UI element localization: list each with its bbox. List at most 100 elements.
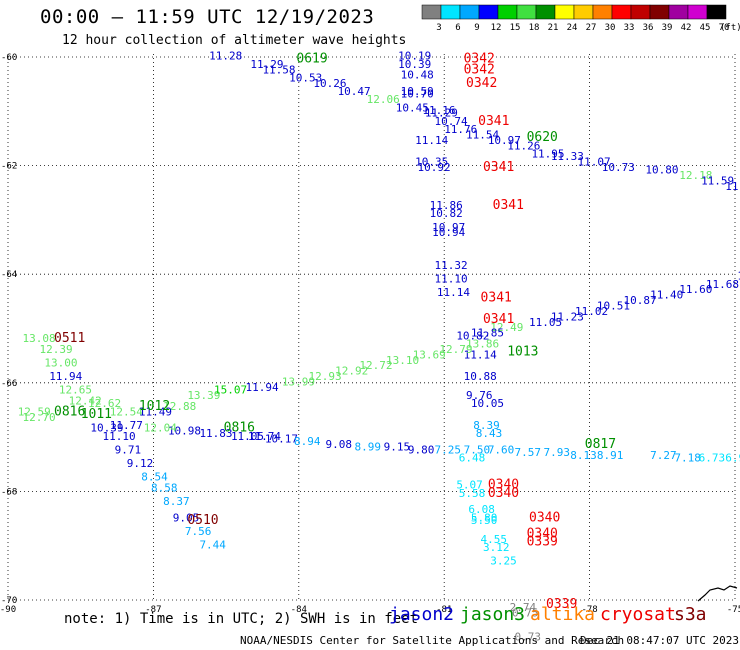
pass-time-label: 0341 [481,290,512,305]
wave-height-label: 11.86 [430,199,463,212]
wave-height-label: 10.82 [456,329,489,342]
wave-height-label: 0.73 [514,631,541,644]
wave-height-label: 8.94 [294,435,321,448]
wave-height-label: 8.39 [473,419,500,432]
wave-height-label: 11.58 [262,63,295,76]
wave-height-label: 11.29 [250,58,283,71]
wave-height-label: 11.59 [701,175,734,188]
pass-time-label: 1011 [81,407,112,422]
wave-height-label: 4.55 [481,533,508,546]
wave-height-label: 7.27 [650,449,677,462]
colorbar-swatch [592,4,613,20]
wave-height-label: 11.76 [444,123,477,136]
wave-height-label: 8.58 [151,481,178,494]
colorbar-swatch [611,4,632,20]
wave-height-label: 8.54 [141,471,168,484]
wave-height-label: 12.62 [88,397,121,410]
lon-tick-label: -75 [727,605,740,615]
wave-height-label: 12.93 [308,370,341,383]
colorbar-swatch [497,4,518,20]
wave-height-label: 10.73 [602,161,635,174]
colorbar-swatch [459,4,480,20]
wave-height-label: 6.73 [699,452,726,465]
colorbar-label: 30 [605,23,616,33]
wave-height-label: 9.05 [173,511,200,524]
wave-height-label: 11.05 [529,316,562,329]
wave-height-label: 12.42 [69,395,102,408]
wave-height-label: 10.51 [597,299,630,312]
satellite-cryosat: cryosat [600,604,676,625]
colorbar-label: 36 [643,23,654,33]
lat-tick-label: -70 [1,596,17,606]
wave-height-label: 11.29 [425,107,458,120]
colorbar-swatch [440,4,461,20]
colorbar-swatch [478,4,499,20]
wave-height-label: 9.76 [466,389,493,402]
wave-height-label: 11.60 [679,283,712,296]
wave-height-label: 11.05 [231,430,264,443]
wave-height-label: 8.91 [597,449,624,462]
pass-time-label: 0510 [187,513,218,528]
wave-height-label: 12.92 [335,365,368,378]
wave-height-label: 0.75 [512,606,539,619]
wave-height-label: 3.12 [483,541,510,554]
page-title: 00:00 – 11:59 UTC 12/19/2023 [40,6,375,28]
wave-height-label: 11.32 [435,259,468,272]
wave-height-label: 13.99 [282,376,315,389]
wave-height-label: 8.13 [570,449,597,462]
wave-height-label: 6.08 [468,503,495,516]
wave-height-label: 11.85 [471,327,504,340]
pass-time-label: 0340 [529,510,560,525]
satellite-jason2: jason2 [389,604,455,625]
lon-tick-label: -81 [436,605,452,615]
lon-tick-label: -87 [145,605,161,615]
wave-height-label: 12.18 [679,169,712,182]
wave-height-label: 10.98 [168,424,201,437]
lat-tick-label: -68 [1,487,17,497]
lat-tick-label: -66 [1,379,17,389]
satellite-jason3: jason3 [460,604,526,625]
wave-height-label: 10.87 [624,294,657,307]
pass-time-label: 0341 [483,160,514,175]
wave-height-label: 10.59 [401,85,434,98]
wave-height-label: 8.43 [476,427,503,440]
lon-tick-label: -90 [0,605,16,615]
wave-height-label: 10.94 [432,226,465,239]
wave-height-label: 12.88 [163,400,196,413]
wave-height-label: 10.47 [338,85,371,98]
pass-time-label: 0342 [466,76,497,91]
pass-time-label: 0620 [527,130,558,145]
axis-tick-labels: -90 -87 -84 -81 -78 -75 -60 -62 -64 -66 -68 -70 [0,53,740,615]
wave-height-label: 11.23 [551,310,584,323]
wave-height-label: 13.00 [44,357,77,370]
pass-time-label: 0341 [478,114,509,129]
antarctic-coastline [697,585,738,602]
wave-height-label: 6.48 [459,452,486,465]
pass-time-label: 0817 [585,437,616,452]
wave-height-label: 11.26 [507,139,540,152]
wave-height-label: 9.71 [115,443,142,456]
colorbar-label: 12 [491,23,502,33]
wave-height-label: 11.68 [706,278,739,291]
wave-height-label: 9.80 [408,443,435,456]
colorbar-swatch [421,4,442,20]
satellite-s3a: s3a [674,604,707,625]
colorbar-legend: 3 6 9 12 15 18 21 24 27 30 33 36 39 42 45 70(ft) [421,4,740,33]
wave-height-label: 11.14 [415,134,448,147]
wave-height-label: 10.88 [464,370,497,383]
wave-height-label: 11.94 [245,381,278,394]
wave-height-label: 11.10 [103,430,136,443]
wave-height-label: 7.25 [435,443,462,456]
pass-time-label: 0342 [464,51,495,66]
wave-height-label: 11.14 [437,286,470,299]
wave-height-label: 11.54 [466,128,499,141]
wave-height-label: 10.39 [398,58,431,71]
wave-height-label: 11.40 [650,289,683,302]
lat-lon-grid [7,54,736,601]
wave-height-label: 7.18 [674,452,701,465]
wave-height-label: 7.60 [488,443,515,456]
wave-height-label: 10.05 [471,397,504,410]
note-text: note: 1) Time is in UTC; 2) SWH is in fe… [64,611,419,627]
pass-time-labels: 0619 034203420342034106200341034103410341… [54,51,616,612]
